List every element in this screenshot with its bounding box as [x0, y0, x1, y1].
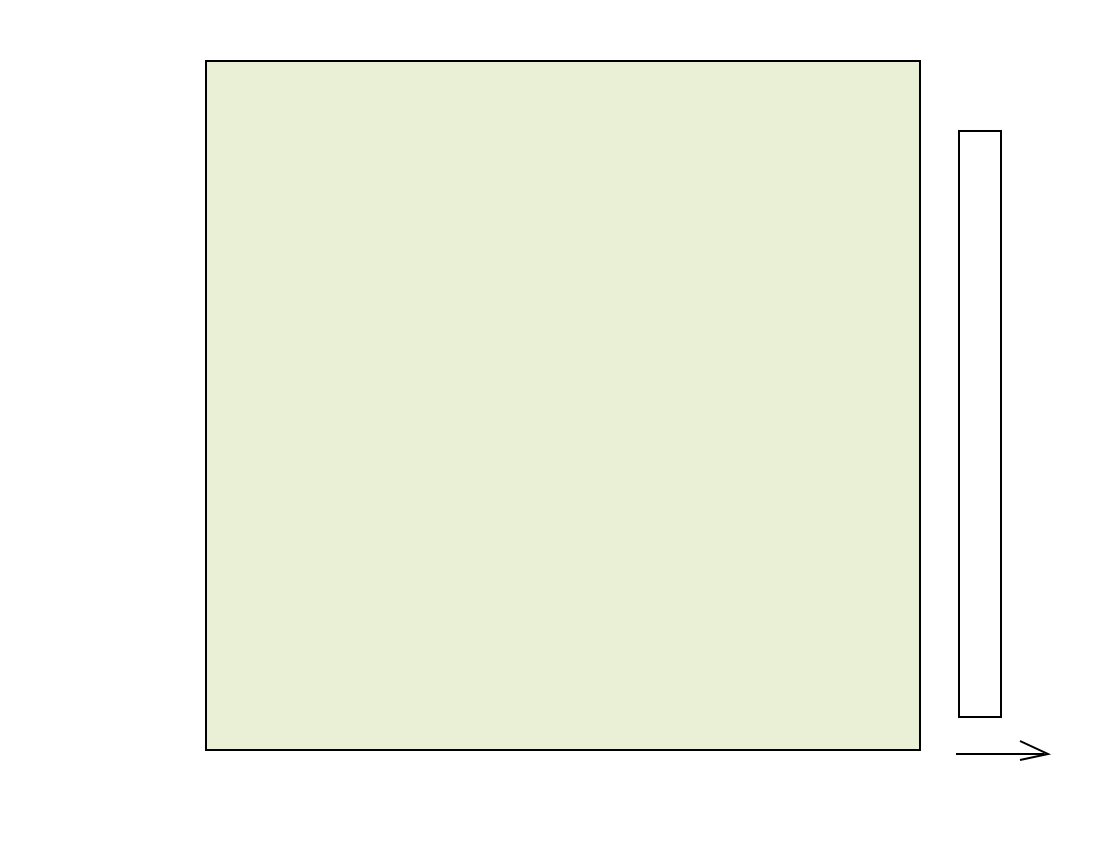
- latitude-axis: [120, 60, 198, 751]
- wind-reference-arrow-icon: [956, 740, 1052, 761]
- longitude-axis: [205, 751, 921, 791]
- page-title: [0, 8, 1100, 30]
- colorbar: [958, 130, 1002, 718]
- forecast-map[interactable]: [205, 60, 921, 751]
- wind-scale: [952, 738, 1092, 790]
- concentration-field-canvas: [207, 62, 919, 749]
- colorbar-tick-labels: [1006, 130, 1098, 718]
